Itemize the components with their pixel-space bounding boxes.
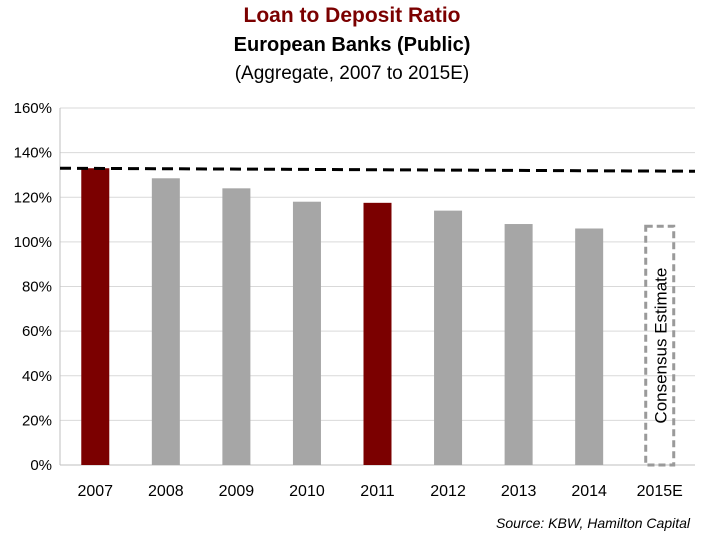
bar-2012 bbox=[434, 210, 463, 465]
x-tick-label: 2007 bbox=[77, 483, 113, 500]
estimate-label: Consensus Estimate bbox=[652, 268, 671, 424]
x-tick-label: 2010 bbox=[289, 483, 325, 500]
source-note: Source: KBW, Hamilton Capital bbox=[496, 515, 690, 531]
x-tick-label: 2009 bbox=[219, 483, 255, 500]
y-tick-label: 20% bbox=[22, 412, 52, 429]
x-tick-label: 2008 bbox=[148, 483, 184, 500]
y-tick-label: 160% bbox=[14, 100, 52, 117]
bar-2009 bbox=[222, 188, 251, 465]
y-tick-label: 40% bbox=[22, 368, 52, 385]
x-tick-label: 2014 bbox=[571, 483, 607, 500]
chart-subtitle-range: (Aggregate, 2007 to 2015E) bbox=[234, 63, 470, 84]
y-tick-label: 120% bbox=[14, 189, 52, 206]
x-tick-label: 2015E bbox=[637, 483, 683, 500]
bar-2013 bbox=[504, 224, 533, 465]
x-tick-label: 2013 bbox=[501, 483, 537, 500]
estimate-bar bbox=[644, 224, 676, 467]
bar-2011 bbox=[363, 202, 392, 465]
reference-line bbox=[59, 166, 696, 173]
y-tick-label: 80% bbox=[22, 279, 52, 296]
y-tick-label: 0% bbox=[30, 457, 52, 474]
bar-2008 bbox=[151, 178, 180, 466]
bar-2014 bbox=[575, 228, 604, 465]
x-tick-label: 2012 bbox=[430, 483, 466, 500]
bar-2007 bbox=[81, 168, 110, 465]
y-tick-label: 140% bbox=[14, 145, 52, 162]
x-tick-label: 2011 bbox=[360, 483, 395, 500]
chart-subtitle: European Banks (Public) bbox=[233, 34, 471, 56]
y-tick-label: 100% bbox=[14, 234, 52, 251]
y-tick-label: 60% bbox=[22, 323, 52, 340]
chart-title: Loan to Deposit Ratio bbox=[243, 4, 461, 27]
bar-2010 bbox=[292, 201, 321, 465]
